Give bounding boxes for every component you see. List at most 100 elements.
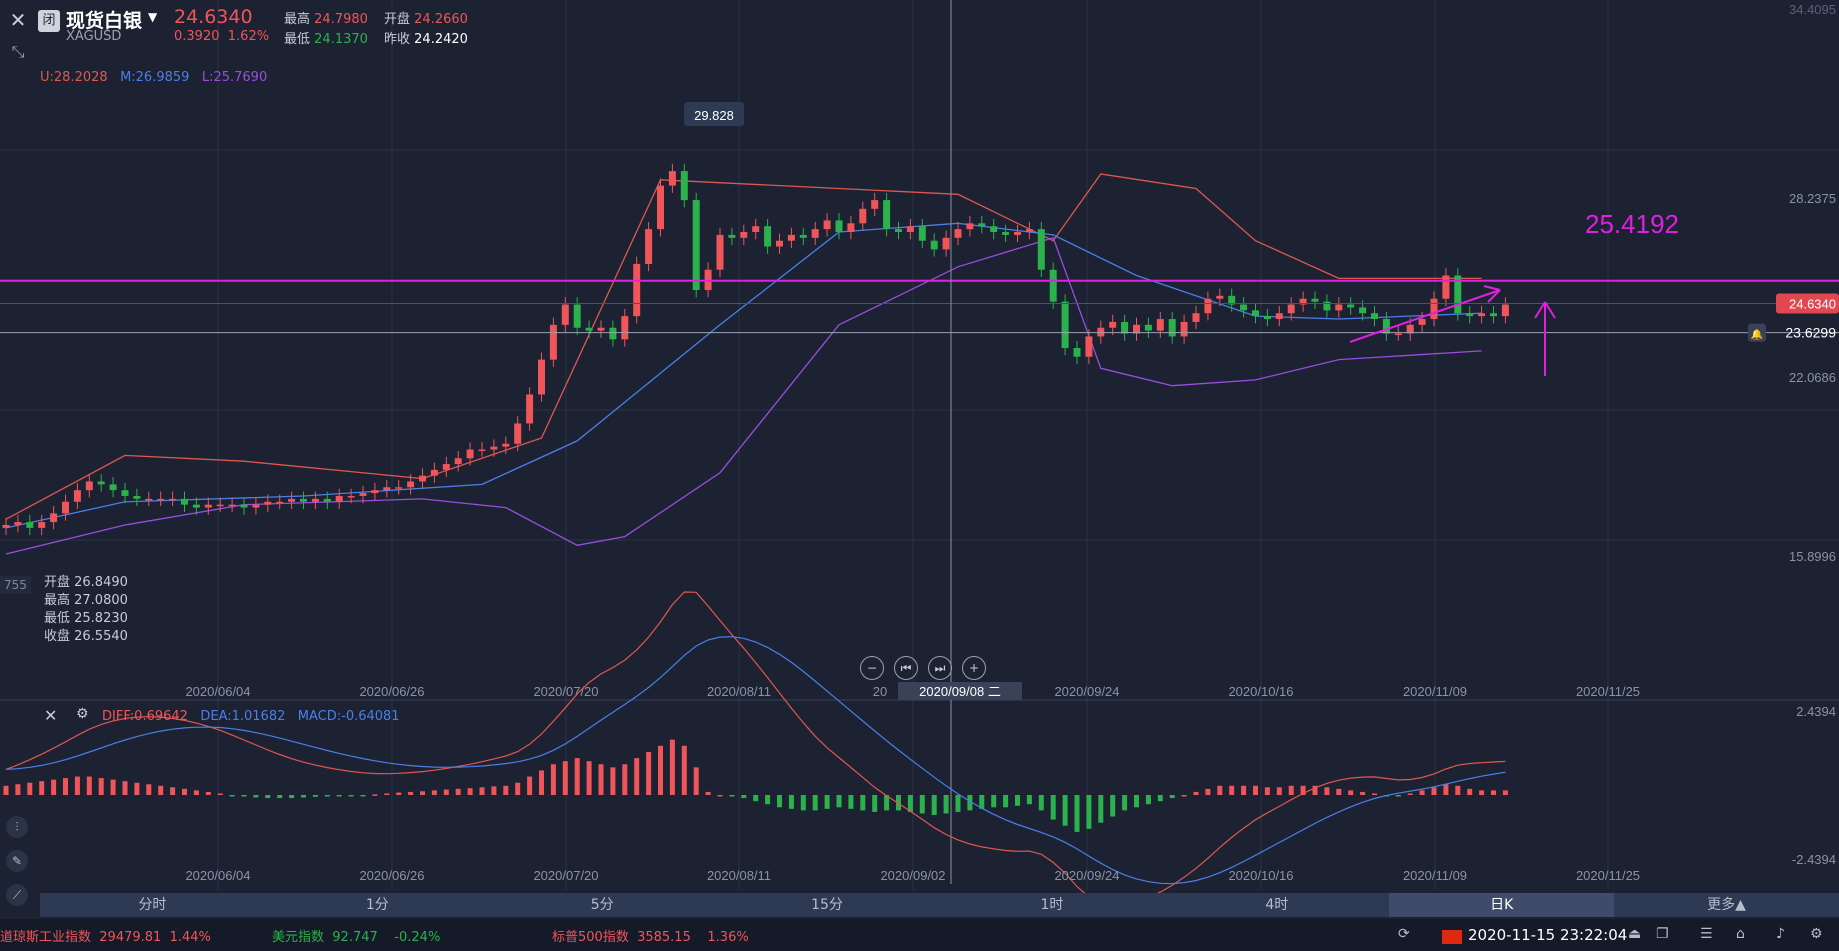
macd-bar [455,788,461,795]
candle-body [2,524,10,528]
candle-body [1144,324,1152,331]
list-icon[interactable]: ☰ [1700,926,1713,942]
jump-start-button[interactable]: ⏮ [894,656,918,680]
window-icon[interactable]: ❐ [1656,926,1669,942]
timeframe-tab-1[interactable]: 1分 [365,897,389,913]
macd-bar [1122,795,1128,811]
diff-line [5,591,1506,907]
timeframe-tab-6[interactable]: 日K [1389,893,1615,917]
macd-bar [1264,787,1270,795]
macd-bar [420,791,425,795]
macd-bar [1015,795,1020,806]
candle-body [752,226,760,233]
macd-bar [1145,795,1151,805]
timeframe-tab-2[interactable]: 5分 [590,897,614,913]
macd-bar [1336,788,1342,795]
connection-icon[interactable]: ⟳ [1398,926,1410,942]
macd-axis-top: 2.4394 [1796,704,1836,719]
candle-body [1418,319,1426,325]
candle-body [1454,275,1462,314]
mid-band-line [5,222,1482,529]
timeframe-tab-4[interactable]: 1时 [1040,897,1064,913]
candle-body [728,234,736,238]
candle-body [1466,313,1474,317]
drawing-tools-icon[interactable]: ⟋ [6,884,28,906]
macd-bar [515,782,521,795]
candle-body [252,504,260,508]
candle-body [859,208,867,224]
macd-x-axis-label: 2020/09/02 [880,868,945,883]
candle-body [216,504,224,507]
close-icon[interactable]: ✕ [9,8,27,32]
candle-body [657,185,664,230]
jump-end-button[interactable]: ⏭ [928,656,952,680]
eject-icon[interactable]: ⏏ [1628,926,1642,942]
ticker-sp500[interactable]: 标普500指数 3585.15 1.36% [552,930,749,945]
timeframe-tab-5[interactable]: 4时 [1265,897,1289,913]
camera-icon[interactable]: ⌂ [1736,926,1745,942]
macd-bar [979,795,985,809]
gear-icon[interactable]: ⚙ [1810,926,1823,942]
macd-bar [1038,795,1044,811]
macd-bar [658,745,663,795]
open-stat: 开盘 24.2660 [384,12,468,27]
candle-body [1323,301,1331,311]
instrument-title[interactable]: 现货白银 [66,10,143,32]
candle-body [1501,304,1509,317]
macd-bar [15,784,21,795]
candle-body [288,498,296,502]
candle-body [1287,304,1295,314]
macd-bar [336,795,342,797]
x-axis-label: 2020/07/20 [533,684,598,699]
ticker-usd-index[interactable]: 美元指数 92.747 -0.24% [272,930,441,945]
macd-bar [241,795,247,797]
settings-icon[interactable]: ⚙ [76,706,89,722]
candle-body [609,327,617,340]
candle-body [1406,324,1414,334]
macd-bar [1157,795,1163,802]
status-bar [0,919,1839,951]
candle-body [62,501,69,514]
y-axis-label: 22.0686 [1789,370,1836,385]
candle-body [823,220,831,230]
ticker-dow[interactable]: 道琼斯工业指数 29479.81 1.44% [0,930,211,945]
close-macd-icon[interactable]: ✕ [44,706,58,725]
macd-bar [788,795,794,809]
candle-body [442,464,450,470]
candle-body [918,226,926,241]
macd-bar [1502,790,1508,795]
macd-bar [800,795,806,811]
macd-bar [301,795,306,798]
zoom-out-button[interactable]: − [860,656,884,680]
chevron-down-icon[interactable]: ▼ [148,10,158,24]
candle-body [430,469,438,476]
indicator-icon[interactable]: ⫶ [6,816,28,838]
pencil-icon[interactable]: ✎ [6,850,28,872]
candle-body [895,229,902,233]
high-stat: 最高 24.7980 [284,12,368,27]
macd-bar [907,795,913,812]
speaker-icon[interactable]: ♪ [1776,926,1785,942]
candle-body [811,229,819,238]
candle-body [1335,304,1343,311]
candle-body [371,490,379,494]
macd-bar [729,795,735,797]
candle-body [1252,310,1259,317]
macd-bar [182,788,187,795]
macd-bar [812,795,818,811]
macd-bar [824,795,830,809]
timeframe-tab-3[interactable]: 15分 [811,897,843,913]
timeframe-tab-7[interactable]: 更多▲ [1707,897,1746,913]
macd-bar [408,791,414,795]
zoom-in-button[interactable]: + [962,656,986,680]
macd-bar [1467,788,1473,795]
timeframe-tab-0[interactable]: 分时 [138,897,167,913]
candle-body [1359,307,1367,314]
candle-body [716,234,724,270]
candle-body [407,481,415,488]
macd-bar [1217,785,1223,795]
collapse-icon[interactable]: ⤡ [11,42,25,61]
current-price-tag: 24.6340 [1789,297,1836,312]
y-axis-top-label: 34.4095 [1789,2,1836,17]
